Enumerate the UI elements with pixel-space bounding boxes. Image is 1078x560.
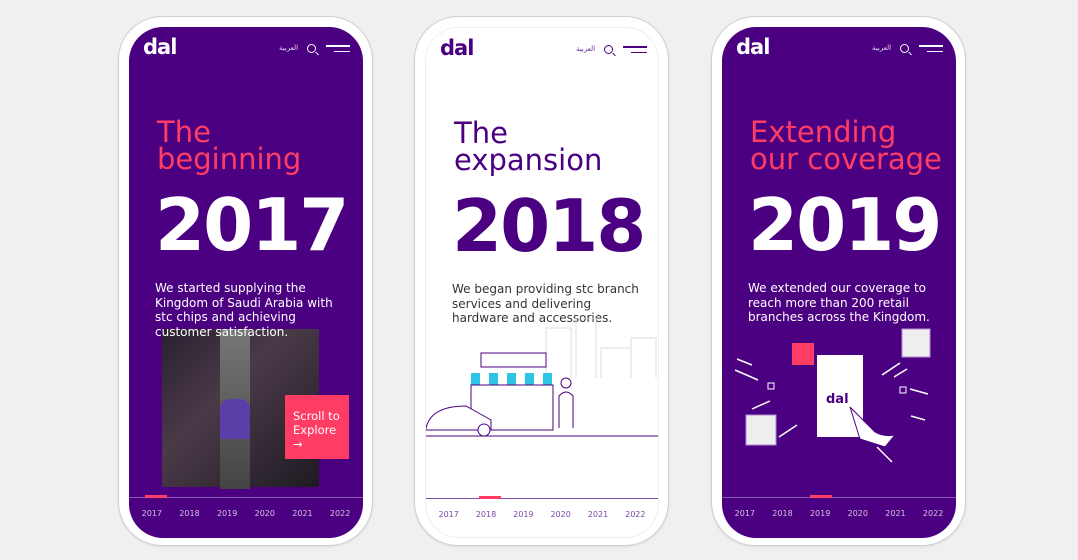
timeline-year[interactable]: 2019 bbox=[513, 510, 534, 519]
dal-logo[interactable]: dal bbox=[736, 35, 770, 59]
phone-mockup-2019: dal العربية Extending our coverage 2019 W… bbox=[711, 16, 966, 546]
coverage-illustration: dal bbox=[734, 328, 931, 463]
year-title: 2019 bbox=[748, 183, 942, 267]
year-title: 2017 bbox=[155, 183, 349, 267]
dal-logo[interactable]: dal bbox=[440, 36, 474, 60]
timeline-years: 2017 2018 2019 2020 2021 2022 bbox=[426, 510, 658, 519]
timeline-year[interactable]: 2022 bbox=[329, 509, 351, 518]
search-icon[interactable] bbox=[900, 44, 909, 53]
screen: dal العربية The beginning 2017 We started… bbox=[129, 27, 363, 538]
screen: dal العربية Extending our coverage 2019 W… bbox=[722, 27, 956, 538]
timeline-year[interactable]: 2021 bbox=[292, 509, 313, 518]
timeline-active-marker bbox=[479, 496, 501, 499]
hamburger-icon[interactable] bbox=[919, 45, 943, 56]
heading: The expansion bbox=[454, 116, 603, 177]
timeline-year[interactable]: 2017 bbox=[141, 509, 162, 518]
timeline-year[interactable]: 2022 bbox=[922, 509, 944, 518]
timeline-year[interactable]: 2017 bbox=[734, 509, 755, 518]
hamburger-icon[interactable] bbox=[623, 46, 647, 57]
timeline-year[interactable]: 2021 bbox=[587, 510, 609, 519]
timeline-track bbox=[722, 497, 956, 498]
timeline-year[interactable]: 2018 bbox=[179, 509, 200, 518]
dal-logo[interactable]: dal bbox=[143, 35, 177, 59]
timeline-track bbox=[129, 497, 363, 498]
timeline-active-marker bbox=[810, 495, 832, 498]
timeline-year[interactable]: 2021 bbox=[885, 509, 906, 518]
description: We extended our coverage to reach more t… bbox=[748, 281, 930, 324]
search-icon[interactable] bbox=[307, 44, 316, 53]
timeline-active-marker bbox=[145, 495, 167, 498]
timeline-year[interactable]: 2017 bbox=[438, 510, 459, 519]
timeline-track bbox=[426, 498, 658, 499]
screen: dal العربية The expansion 2018 We began p… bbox=[425, 27, 659, 538]
search-icon[interactable] bbox=[604, 45, 613, 54]
description: We began providing stc branch services a… bbox=[452, 282, 639, 325]
timeline-year[interactable]: 2018 bbox=[772, 509, 793, 518]
language-switch[interactable]: العربية bbox=[576, 45, 596, 53]
timeline-year[interactable]: 2019 bbox=[216, 509, 238, 518]
language-switch[interactable]: العربية bbox=[279, 44, 299, 52]
timeline-year[interactable]: 2020 bbox=[550, 510, 571, 519]
arrow-right-icon: → bbox=[293, 437, 303, 451]
timeline-years: 2017 2018 2019 2020 2021 2022 bbox=[722, 509, 956, 518]
heading: The beginning bbox=[157, 115, 302, 176]
timeline-year[interactable]: 2020 bbox=[254, 509, 275, 518]
store-illustration bbox=[426, 318, 658, 437]
phone-mockup-2017: dal العربية The beginning 2017 We started… bbox=[118, 16, 373, 546]
timeline-years: 2017 2018 2019 2020 2021 2022 bbox=[129, 509, 363, 518]
timeline-year[interactable]: 2022 bbox=[625, 510, 646, 519]
scroll-to-explore-button[interactable]: Scroll to Explore → bbox=[285, 395, 349, 459]
timeline-year[interactable]: 2020 bbox=[847, 509, 868, 518]
description: We started supplying the Kingdom of Saud… bbox=[155, 281, 333, 339]
language-switch[interactable]: العربية bbox=[872, 44, 892, 52]
hamburger-icon[interactable] bbox=[326, 45, 350, 56]
timeline-year[interactable]: 2018 bbox=[475, 510, 497, 519]
timeline-year[interactable]: 2019 bbox=[809, 509, 831, 518]
year-title: 2018 bbox=[452, 184, 646, 268]
phone-screen-logo: dal bbox=[826, 392, 849, 407]
heading: Extending our coverage bbox=[750, 115, 942, 176]
phone-mockup-2018: dal العربية The expansion 2018 We began p… bbox=[414, 16, 669, 546]
